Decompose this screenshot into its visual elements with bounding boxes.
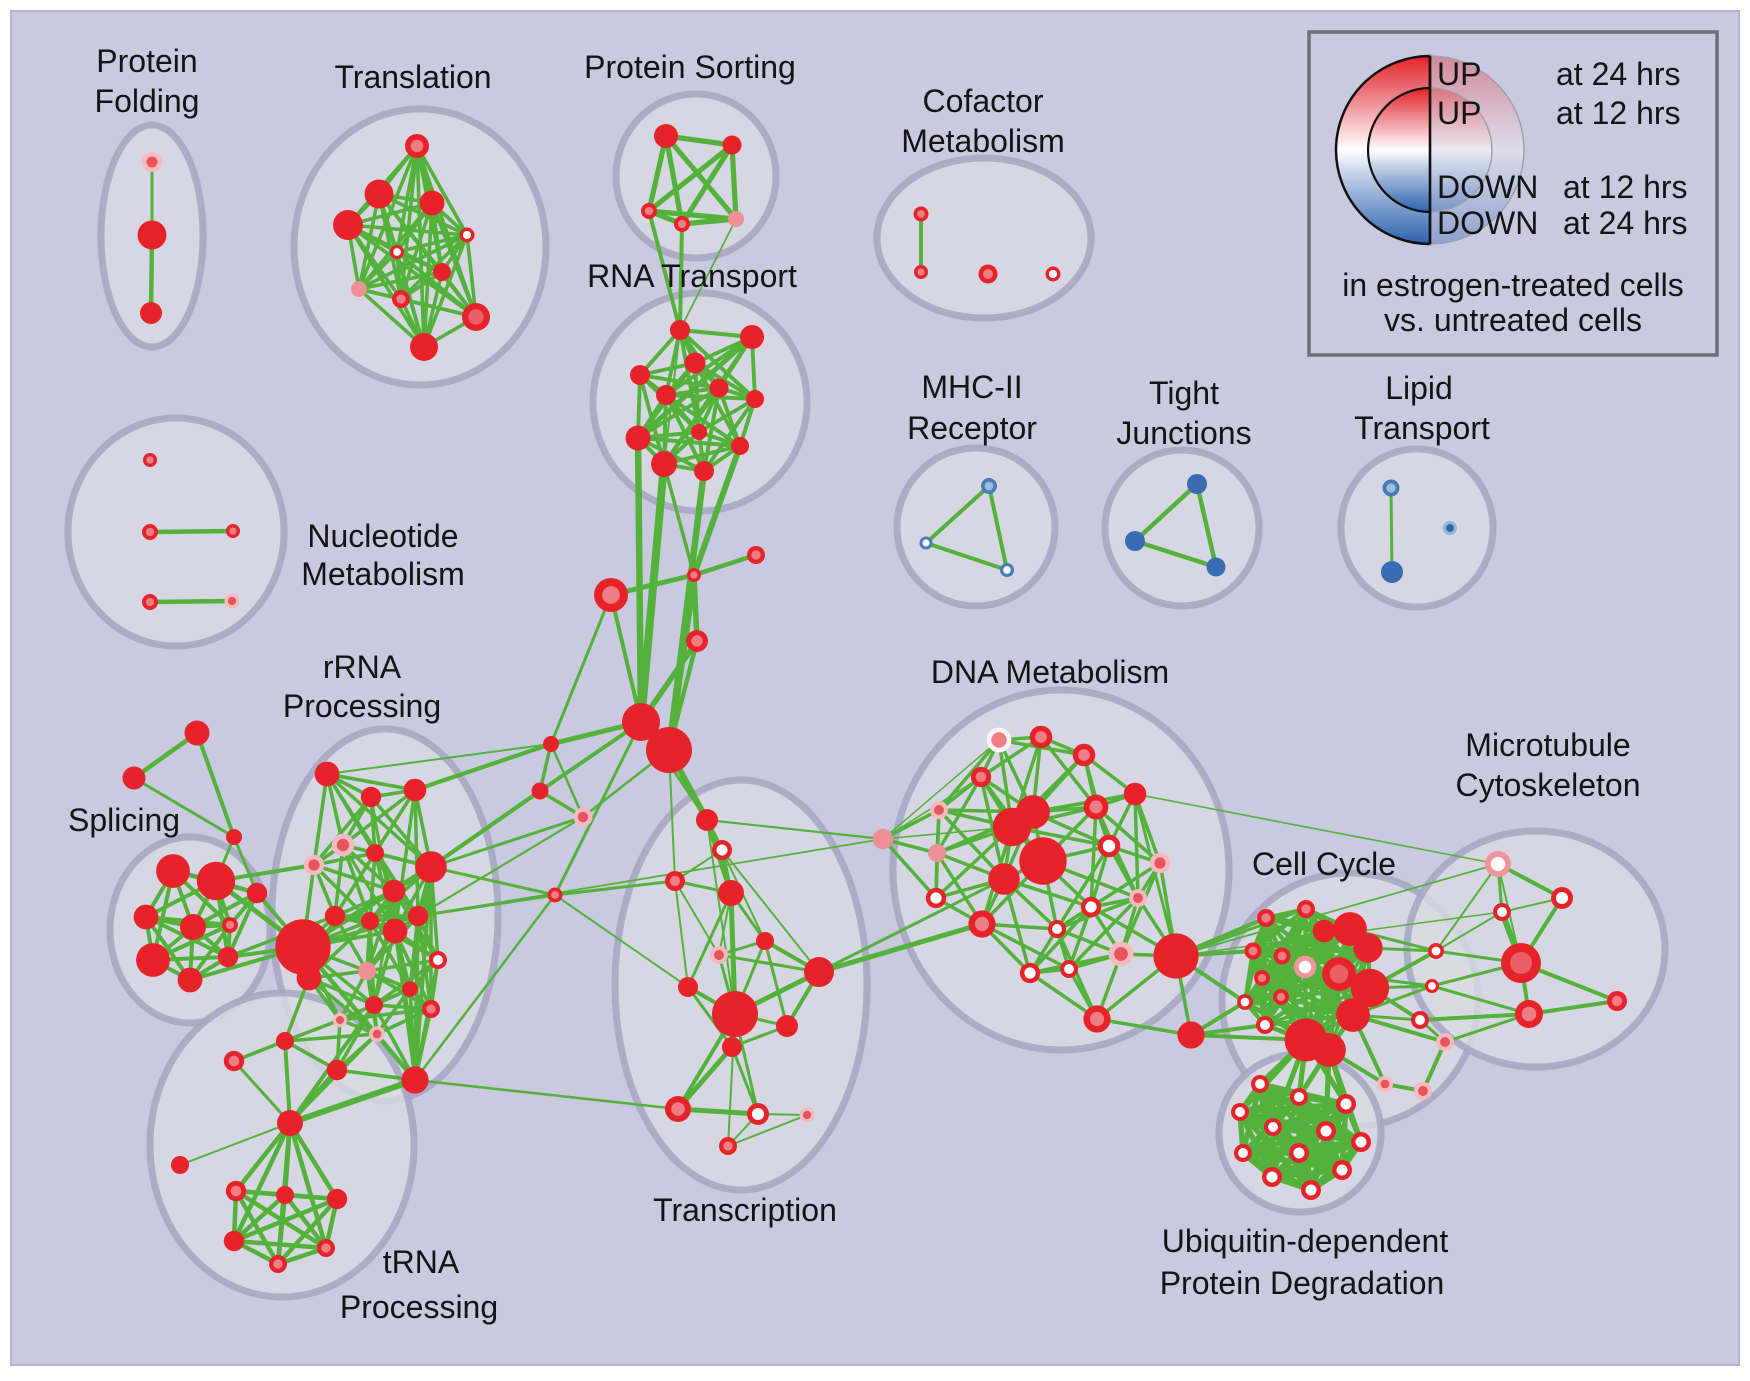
svg-text:Junctions: Junctions xyxy=(1116,415,1251,451)
svg-text:RNA Transport: RNA Transport xyxy=(587,258,797,294)
svg-text:Transcription: Transcription xyxy=(653,1192,837,1228)
svg-text:Ubiquitin-dependent: Ubiquitin-dependent xyxy=(1162,1223,1449,1259)
svg-text:Metabolism: Metabolism xyxy=(301,556,465,592)
svg-text:rRNA: rRNA xyxy=(323,649,402,685)
svg-text:Cytoskeleton: Cytoskeleton xyxy=(1456,767,1641,803)
svg-text:Translation: Translation xyxy=(334,59,491,95)
svg-text:Nucleotide: Nucleotide xyxy=(307,518,458,554)
svg-text:at 12 hrs: at 12 hrs xyxy=(1556,95,1681,131)
svg-text:vs. untreated cells: vs. untreated cells xyxy=(1384,302,1642,338)
svg-text:Protein Degradation: Protein Degradation xyxy=(1160,1265,1445,1301)
svg-text:DOWN: DOWN xyxy=(1437,205,1538,241)
svg-text:Transport: Transport xyxy=(1354,410,1490,446)
svg-text:Processing: Processing xyxy=(283,688,441,724)
svg-text:Protein: Protein xyxy=(96,43,197,79)
svg-text:Cofactor: Cofactor xyxy=(923,83,1044,119)
svg-text:DOWN: DOWN xyxy=(1437,169,1538,205)
svg-text:tRNA: tRNA xyxy=(383,1244,460,1280)
svg-text:at 12 hrs: at 12 hrs xyxy=(1563,169,1688,205)
svg-text:Microtubule: Microtubule xyxy=(1465,727,1630,763)
svg-text:in estrogen-treated cells: in estrogen-treated cells xyxy=(1342,267,1684,303)
svg-text:Splicing: Splicing xyxy=(68,802,180,838)
svg-text:Receptor: Receptor xyxy=(907,410,1037,446)
svg-text:UP: UP xyxy=(1437,56,1481,92)
svg-text:MHC-II: MHC-II xyxy=(921,369,1022,405)
svg-text:at 24 hrs: at 24 hrs xyxy=(1563,205,1688,241)
svg-text:Metabolism: Metabolism xyxy=(901,123,1065,159)
svg-text:DNA Metabolism: DNA Metabolism xyxy=(931,654,1169,690)
svg-text:Tight: Tight xyxy=(1149,375,1219,411)
svg-text:Lipid: Lipid xyxy=(1385,370,1453,406)
svg-text:Processing: Processing xyxy=(340,1289,498,1325)
svg-text:at 24 hrs: at 24 hrs xyxy=(1556,56,1681,92)
svg-text:UP: UP xyxy=(1437,95,1481,131)
svg-text:Protein Sorting: Protein Sorting xyxy=(584,49,796,85)
svg-text:Cell Cycle: Cell Cycle xyxy=(1252,846,1396,882)
svg-text:Folding: Folding xyxy=(95,83,200,119)
